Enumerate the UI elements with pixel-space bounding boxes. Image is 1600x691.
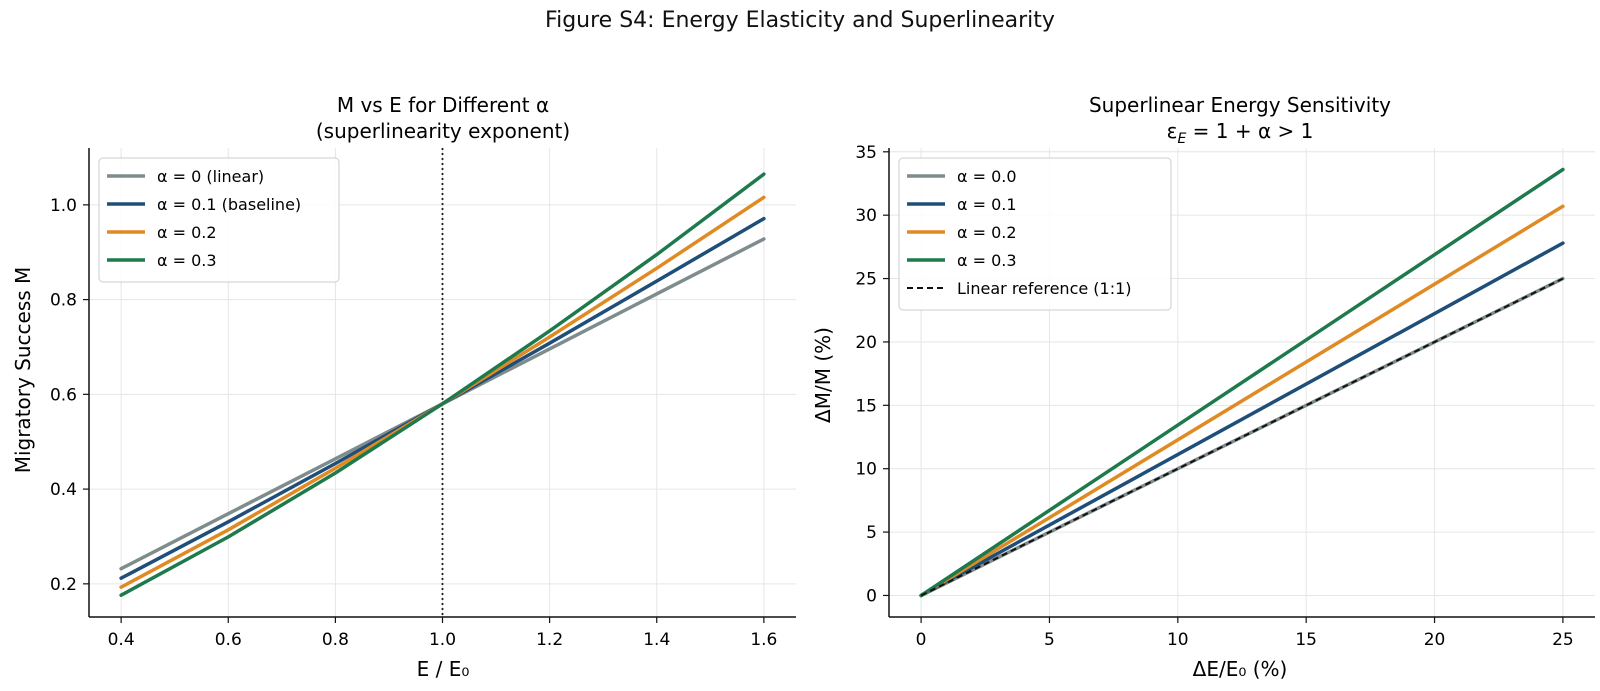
left-x-tick-label: 1.6 <box>750 630 777 650</box>
right-legend-label-0: α = 0.0 <box>957 167 1017 186</box>
left-chart-title-line1: M vs E for Different α <box>337 93 549 117</box>
left-y-tick-label: 0.2 <box>50 575 77 595</box>
right-x-tick-label: 25 <box>1552 630 1574 650</box>
right-x-axis-label: ΔE/E₀ (%) <box>1193 657 1288 681</box>
left-legend-label-0: α = 0 (linear) <box>157 167 264 186</box>
epsilon-subscript: E <box>1177 131 1186 147</box>
right-y-tick-label: 0 <box>866 586 877 606</box>
right-legend-label-2: α = 0.2 <box>957 223 1017 242</box>
right-plot-area: 0 5 10 15 20 25 0 5 10 15 20 25 30 35 α = 0.0 α = 0.1 α … <box>855 143 1595 650</box>
figure-title: Figure S4: Energy Elasticity and Superli… <box>545 8 1055 33</box>
left-legend-label-3: α = 0.3 <box>157 251 217 270</box>
right-x-tick-label: 15 <box>1295 630 1317 650</box>
left-plot-area: 0.4 0.6 0.8 1.0 1.2 1.4 1.6 0.2 0.4 0.6 0.8 1.0 α = … <box>50 148 796 650</box>
right-x-tick-label: 0 <box>916 630 927 650</box>
left-series-line-3 <box>119 172 766 597</box>
title-equation: = 1 + α > 1 <box>1186 119 1313 143</box>
left-y-tick-label: 1.0 <box>50 196 77 216</box>
right-series-line-1 <box>919 241 1565 598</box>
right-legend-label-1: α = 0.1 <box>957 195 1017 214</box>
left-y-tick-label: 0.8 <box>50 291 77 311</box>
left-x-tick-label: 0.4 <box>108 630 135 650</box>
right-y-axis-label: ΔM/M (%) <box>811 327 835 423</box>
right-x-tick-label: 20 <box>1424 630 1446 650</box>
left-x-tick-label: 1.4 <box>643 630 670 650</box>
left-x-tick-label: 1.2 <box>536 630 563 650</box>
right-x-tick-label: 10 <box>1167 630 1189 650</box>
left-x-tick-label: 1.0 <box>429 630 456 650</box>
left-chart-title-line2: (superlinearity exponent) <box>316 119 570 143</box>
right-series-line-3 <box>919 167 1565 598</box>
left-x-axis-label: E / E₀ <box>417 657 470 681</box>
left-x-tick-label: 0.8 <box>322 630 349 650</box>
right-chart-title-line1: Superlinear Energy Sensitivity <box>1089 93 1391 117</box>
right-y-tick-label: 25 <box>855 270 877 290</box>
right-legend-label-3: α = 0.3 <box>957 251 1017 270</box>
right-legend-label-4: Linear reference (1:1) <box>957 279 1132 298</box>
left-legend-label-1: α = 0.1 (baseline) <box>157 195 301 214</box>
right-y-tick-label: 35 <box>855 143 877 163</box>
right-x-tick-label: 5 <box>1044 630 1055 650</box>
right-legend-box <box>898 157 1172 311</box>
right-series-line-2 <box>919 204 1565 598</box>
left-y-tick-label: 0.6 <box>50 385 77 405</box>
right-y-tick-label: 10 <box>855 460 877 480</box>
right-y-tick-label: 20 <box>855 333 877 353</box>
left-y-axis-label: Migratory Success M <box>11 267 35 474</box>
right-y-tick-label: 30 <box>855 206 877 226</box>
right-series-line-0 <box>919 276 1565 598</box>
left-y-tick-label: 0.4 <box>50 480 77 500</box>
left-x-tick-label: 0.6 <box>215 630 242 650</box>
left-legend-box <box>98 157 340 283</box>
right-y-tick-label: 5 <box>866 523 877 543</box>
right-y-tick-label: 15 <box>855 396 877 416</box>
epsilon-symbol: ε <box>1167 119 1178 143</box>
right-chart-title-line2: εE = 1 + α > 1 <box>1167 119 1314 147</box>
left-legend-label-2: α = 0.2 <box>157 223 217 242</box>
